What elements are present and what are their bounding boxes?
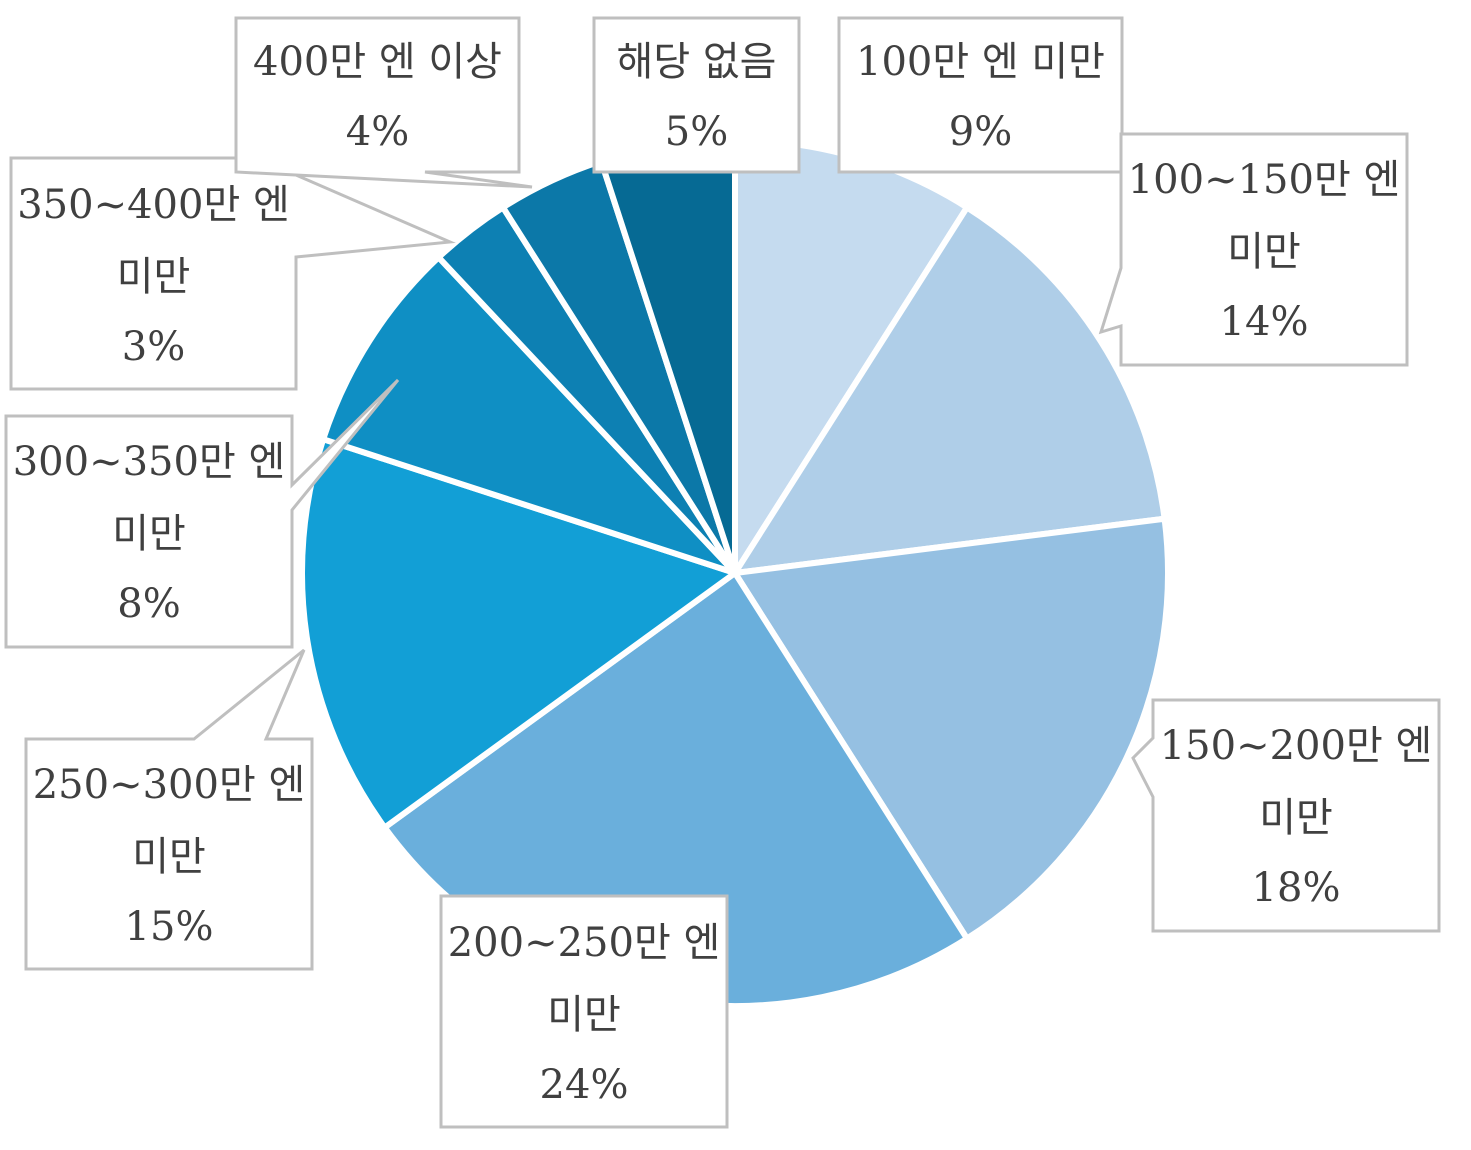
slice-category-label: 350~400만 엔 [17,182,290,228]
slice-category-label: 미만 [1227,229,1301,275]
slice-category-label: 미만 [1259,795,1333,841]
slice-category-label: 미만 [117,254,191,300]
pie-slice-3 [732,515,1171,942]
slice-value-label: 14% [1220,299,1309,345]
pie-slice-6 [320,254,738,576]
callout-box [1098,132,1409,367]
data-label-6: 300~350만 엔미만 8% [4,378,400,649]
slice-category-label: 250~300만 엔 [33,762,306,808]
data-label-8: 400만 엔 이상 4% [234,16,533,189]
callout-box [234,16,533,189]
slice-category-label: 해당 없음 [617,39,777,85]
slice-value-label: 3% [122,324,185,370]
slice-category-label: 미만 [132,834,206,880]
slice-value-label: 5% [665,109,728,155]
callout-box [4,378,400,649]
callout-box [592,16,801,174]
slice-category-label: 100만 엔 미만 [856,39,1105,85]
pie-slice-2 [732,204,1168,576]
pie-slices [299,137,1171,1009]
slice-value-label: 9% [949,109,1012,155]
slice-category-label: 300~350만 엔 [13,439,286,485]
slice-value-label: 4% [346,109,409,155]
callout-box [24,648,314,971]
callout-box [837,16,1124,174]
callout-box [1131,698,1441,933]
slice-category-label: 400만 엔 이상 [253,39,502,85]
data-label-2: 100~150만 엔미만 14% [1098,132,1409,367]
data-label-9: 해당 없음 5% [592,16,801,174]
slice-category-label: 100~150만 엔 [1128,157,1401,203]
slice-category-label: 미만 [547,992,621,1038]
data-label-3: 150~200만 엔미만 18% [1131,698,1441,933]
slice-category-label: 200~250만 엔 [448,920,721,966]
data-label-1: 100만 엔 미만 9% [837,16,1124,174]
slice-value-label: 18% [1252,865,1341,911]
data-label-5: 250~300만 엔미만 15% [24,648,314,971]
data-label-7: 350~400만 엔미만 3% [9,156,456,391]
slice-value-label: 8% [117,581,180,627]
slice-value-label: 15% [125,904,214,950]
slice-category-label: 미만 [112,511,186,557]
callout-box [439,894,729,1129]
slice-category-label: 150~200만 엔 [1160,723,1433,769]
slice-value-label: 24% [540,1062,629,1108]
data-label-4: 200~250만 엔미만 24% [439,894,729,1129]
